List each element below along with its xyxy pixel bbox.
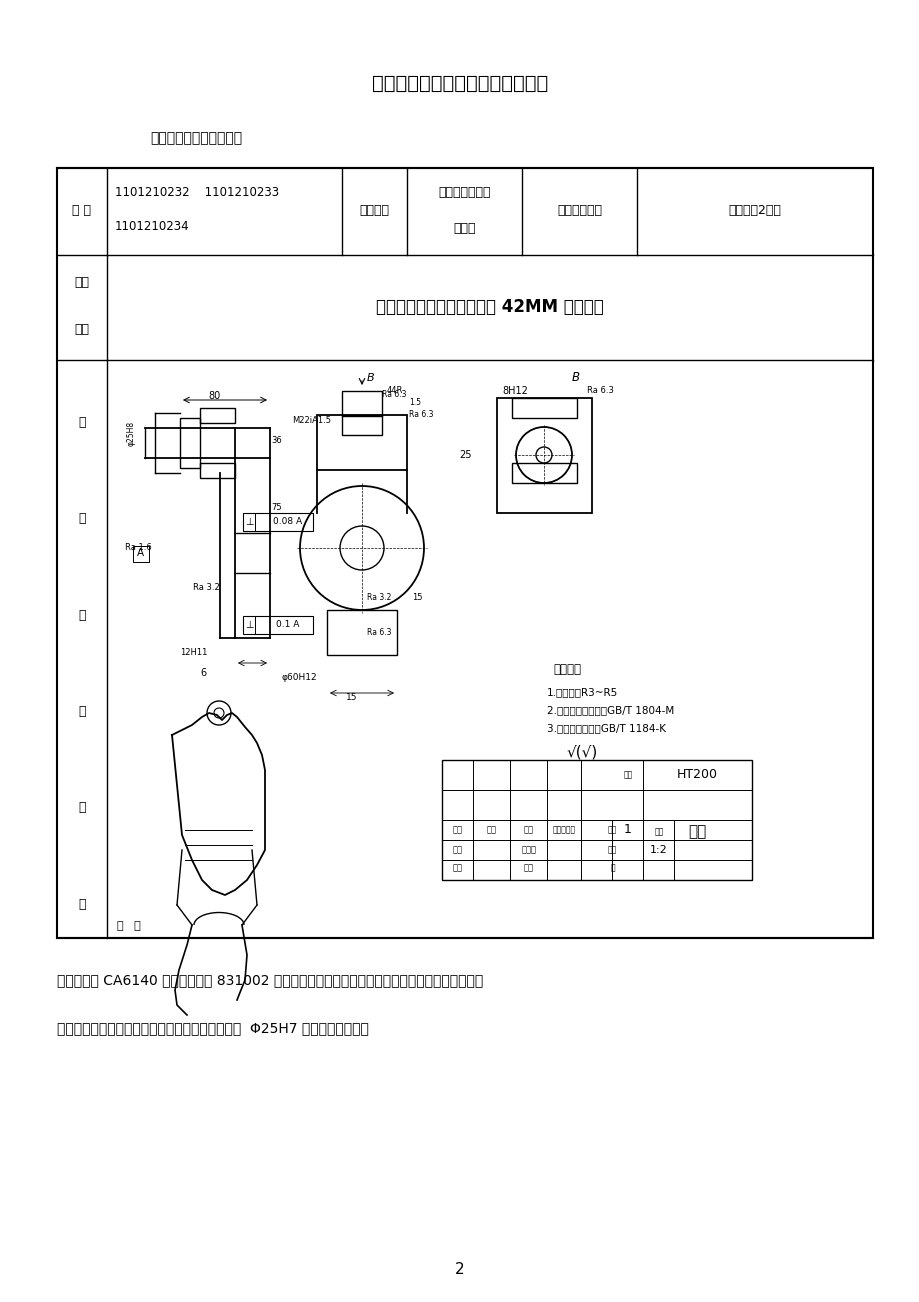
Text: 1.未注圆角R3~R5: 1.未注圆角R3~R5 xyxy=(547,687,618,697)
Bar xyxy=(243,513,312,531)
Text: 更改文件号: 更改文件号 xyxy=(552,825,575,835)
Text: 44R: 44R xyxy=(387,387,403,396)
Text: HT200: HT200 xyxy=(676,768,718,781)
Text: 1101210234: 1101210234 xyxy=(115,220,189,233)
Text: 1.5: 1.5 xyxy=(409,398,421,408)
Text: 描图校: 描图校 xyxy=(521,845,536,854)
Text: 1: 1 xyxy=(623,823,631,836)
Text: φ25H8: φ25H8 xyxy=(127,421,136,445)
Text: 0.1 A: 0.1 A xyxy=(276,621,300,629)
Text: 6: 6 xyxy=(199,668,206,678)
Text: 1:2: 1:2 xyxy=(650,845,667,855)
Text: 分区: 分区 xyxy=(523,825,533,835)
Text: 参: 参 xyxy=(78,802,85,815)
Text: 2.未注线性尺寸公差GB/T 1804-M: 2.未注线性尺寸公差GB/T 1804-M xyxy=(547,704,674,715)
Text: 0.08 A: 0.08 A xyxy=(273,517,302,526)
Text: 机制本（2）班: 机制本（2）班 xyxy=(728,204,780,217)
Text: Ra 6.3: Ra 6.3 xyxy=(367,629,391,638)
Text: 设: 设 xyxy=(78,417,85,430)
Bar xyxy=(57,168,872,937)
Bar xyxy=(342,415,381,435)
Text: 数: 数 xyxy=(78,898,85,911)
Text: Ra 1.6: Ra 1.6 xyxy=(125,543,152,552)
Text: A: A xyxy=(136,548,143,559)
Text: 设计: 设计 xyxy=(74,276,89,289)
Bar xyxy=(326,611,397,655)
Text: 二级学院：机械工程学院: 二级学院：机械工程学院 xyxy=(150,132,242,145)
Text: 标记: 标记 xyxy=(452,825,462,835)
Text: 75: 75 xyxy=(271,504,282,513)
Text: 尧小燕: 尧小燕 xyxy=(453,221,475,234)
Text: 签名: 签名 xyxy=(607,825,617,835)
Text: 8H12: 8H12 xyxy=(502,385,528,396)
Bar xyxy=(512,464,576,483)
Text: 36: 36 xyxy=(271,436,282,445)
Text: 3.未注形位公差为GB/T 1184-K: 3.未注形位公差为GB/T 1184-K xyxy=(547,723,665,733)
Text: 技: 技 xyxy=(78,609,85,622)
Text: 计: 计 xyxy=(78,513,85,526)
Text: 80: 80 xyxy=(209,391,221,401)
Text: B: B xyxy=(367,372,374,383)
Text: Ra 6.3: Ra 6.3 xyxy=(381,391,406,400)
Text: B: B xyxy=(572,371,579,384)
Text: 15: 15 xyxy=(346,694,357,703)
Text: 1101210232    1101210233: 1101210232 1101210233 xyxy=(115,186,278,199)
Bar xyxy=(243,616,312,634)
Text: Ra 6.3: Ra 6.3 xyxy=(586,387,613,396)
Text: 15: 15 xyxy=(412,594,422,603)
Text: 数量: 数量 xyxy=(607,845,617,854)
Text: 术: 术 xyxy=(78,706,85,719)
Text: 行加工。试完成该零件的机械加工工艺设计及加工  Φ25H7 孔钻床夹具设计。: 行加工。试完成该零件的机械加工工艺设计及加工 Φ25H7 孔钻床夹具设计。 xyxy=(57,1021,369,1035)
Bar xyxy=(512,398,576,418)
Text: 新余学院课程设计（论文）任务书: 新余学院课程设计（论文）任务书 xyxy=(371,73,548,92)
Text: 张: 张 xyxy=(609,863,614,872)
Text: 比例: 比例 xyxy=(653,828,663,836)
Text: Ra 6.3: Ra 6.3 xyxy=(409,410,433,419)
Text: 拨叉工艺规程编制及孔直径 42MM 夹具设计: 拨叉工艺规程编制及孔直径 42MM 夹具设计 xyxy=(376,298,603,316)
Bar xyxy=(133,546,149,562)
Text: 12H11: 12H11 xyxy=(180,648,207,658)
Text: Ra 3.2: Ra 3.2 xyxy=(367,594,391,603)
Bar xyxy=(441,760,751,880)
Text: 审核: 审核 xyxy=(452,863,462,872)
Text: φ60H12: φ60H12 xyxy=(282,673,317,682)
Bar xyxy=(317,415,406,470)
Text: 2: 2 xyxy=(455,1263,464,1277)
Text: 专业（班级）: 专业（班级） xyxy=(556,204,601,217)
Text: 25: 25 xyxy=(459,450,471,460)
Text: 批准: 批准 xyxy=(523,863,533,872)
Bar xyxy=(199,464,234,478)
Text: ⊥: ⊥ xyxy=(244,517,253,527)
Text: 万强、章贵龙、: 万强、章贵龙、 xyxy=(437,186,490,199)
Text: 数量: 数量 xyxy=(623,771,632,780)
Bar xyxy=(199,408,234,423)
Text: 拨叉: 拨叉 xyxy=(688,824,706,840)
Text: 图一所示是 CA6140 车床拨叉型号 831002 的简图。毛坯材料为铸钢。中批量生产，采用通用机床进: 图一所示是 CA6140 车床拨叉型号 831002 的简图。毛坯材料为铸钢。中… xyxy=(57,973,482,987)
Bar xyxy=(342,391,381,417)
Text: Ra 3.2: Ra 3.2 xyxy=(193,583,220,592)
Bar xyxy=(180,418,199,467)
Text: ．   ．: ． ． xyxy=(117,921,141,931)
Text: √(√): √(√) xyxy=(566,745,597,759)
Text: ⊥: ⊥ xyxy=(244,620,253,630)
Text: 题目: 题目 xyxy=(74,323,89,336)
Text: 处数: 处数 xyxy=(486,825,496,835)
Text: M22iA1.5: M22iA1.5 xyxy=(291,417,331,426)
Text: 学生姓名: 学生姓名 xyxy=(359,204,389,217)
Text: 设计: 设计 xyxy=(452,845,462,854)
Text: 学 号: 学 号 xyxy=(73,204,91,217)
Text: 技术要求: 技术要求 xyxy=(552,664,581,677)
Bar xyxy=(496,398,591,513)
